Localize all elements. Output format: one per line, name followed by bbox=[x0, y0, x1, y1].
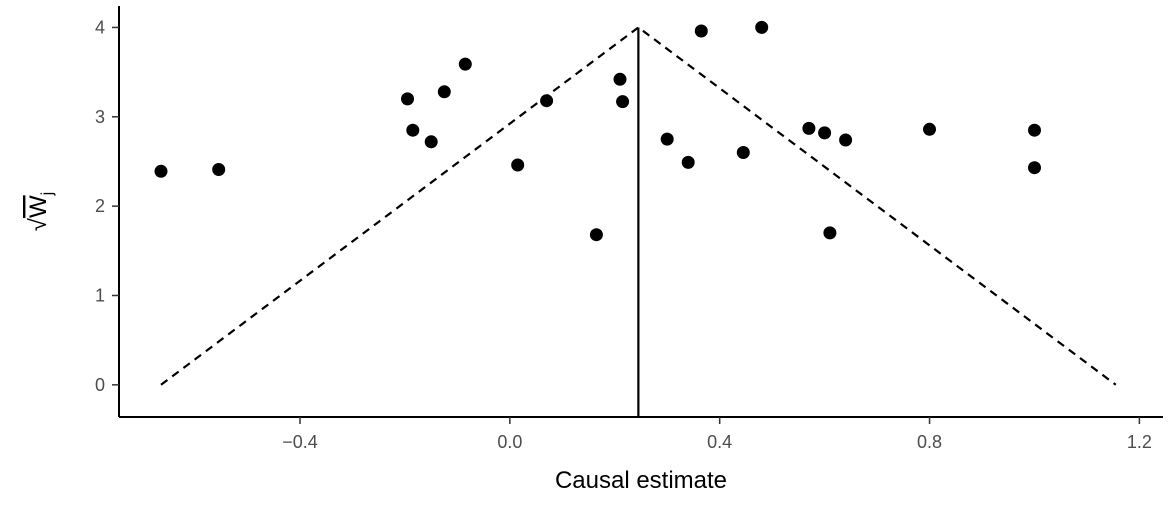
data-point bbox=[736, 146, 750, 159]
data-point bbox=[755, 20, 769, 34]
data-point bbox=[839, 133, 853, 147]
x-axis-title: Causal estimate bbox=[555, 467, 727, 494]
y-axis-title-subscript: j bbox=[39, 192, 56, 197]
y-axis-ticks: 0 1 2 3 4 bbox=[95, 17, 119, 395]
data-point bbox=[458, 57, 472, 71]
data-point bbox=[401, 92, 414, 106]
y-axis-title: √Wj bbox=[25, 192, 56, 231]
data-point bbox=[212, 163, 226, 176]
data-point bbox=[154, 164, 168, 178]
x-tick-label: −0.4 bbox=[282, 432, 318, 452]
y-tick-label: 2 bbox=[95, 196, 105, 216]
plot-marks bbox=[154, 20, 1117, 417]
data-point bbox=[511, 158, 525, 172]
data-point bbox=[616, 95, 630, 109]
y-axis-title-radical: √ bbox=[25, 217, 52, 231]
axes bbox=[118, 6, 1163, 418]
data-point bbox=[1028, 161, 1041, 175]
data-point bbox=[694, 24, 708, 38]
y-tick-label: 3 bbox=[95, 107, 105, 127]
data-point bbox=[802, 121, 816, 135]
data-point bbox=[406, 123, 420, 137]
y-axis-title-base: W bbox=[25, 195, 52, 218]
x-tick-label: 0.4 bbox=[707, 432, 732, 452]
y-tick-label: 0 bbox=[95, 375, 105, 395]
y-tick-label: 1 bbox=[95, 285, 105, 305]
data-point bbox=[681, 155, 695, 169]
data-point bbox=[1028, 123, 1041, 137]
x-tick-label: 0.0 bbox=[497, 432, 522, 452]
data-point bbox=[437, 85, 451, 99]
x-tick-label: 1.2 bbox=[1127, 432, 1152, 452]
data-point bbox=[540, 94, 554, 108]
x-axis-ticks: −0.4 0.0 0.4 0.8 1.2 bbox=[282, 417, 1152, 452]
y-tick-label: 4 bbox=[95, 17, 105, 37]
data-point bbox=[818, 126, 832, 140]
funnel-dashed-line bbox=[160, 26, 1117, 386]
data-point bbox=[613, 72, 627, 86]
data-point bbox=[923, 122, 936, 136]
x-tick-label: 0.8 bbox=[917, 432, 942, 452]
data-point bbox=[660, 132, 674, 146]
data-point bbox=[424, 135, 438, 149]
data-point bbox=[823, 226, 837, 240]
data-point bbox=[589, 228, 603, 242]
